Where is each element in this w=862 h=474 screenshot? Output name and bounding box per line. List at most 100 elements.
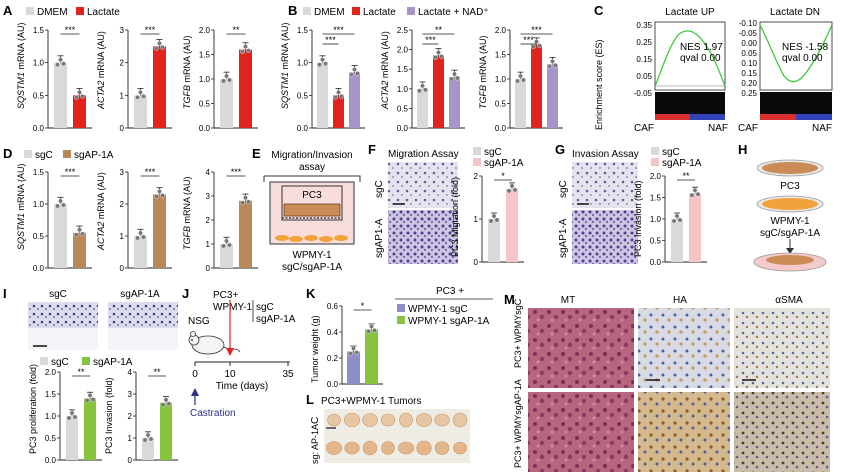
wpmy-cell <box>289 236 303 242</box>
gsea-dn-hits <box>760 92 832 114</box>
tumor <box>362 440 378 456</box>
data-point <box>145 432 151 438</box>
panel-j-line2: WPMY-1 <box>213 302 253 313</box>
timeline-xlabel: Time (days) <box>216 381 268 392</box>
significance-label: *** <box>325 35 336 45</box>
y-tick-label: 1.0 <box>33 200 45 209</box>
pc3-cell-layer <box>283 203 341 217</box>
data-point <box>135 94 140 100</box>
chart-a2: 0 1 2 3 *** ACTA2 mRNA (AU) <box>96 25 172 133</box>
bar <box>689 193 701 262</box>
tumor <box>327 413 341 427</box>
legend-swatch-sgap1a <box>397 316 405 324</box>
y-tick-label: 1.0 <box>650 215 662 224</box>
y-tick-label: 0.0 <box>327 380 339 389</box>
data-point <box>58 57 63 63</box>
data-point <box>55 62 60 68</box>
legend-label-dmem: DMEM <box>37 7 68 18</box>
chart-b1: 0.0 0.5 1.0 1.5 ****** SQSTM1 mRNA (AU) <box>280 22 365 133</box>
data-point <box>333 94 338 100</box>
panel-i-col-label-sgc: sgC <box>49 289 67 300</box>
y-tick-label: 0.0 <box>45 456 57 465</box>
panel-i-col-label-sgap1a: sgAP-1A <box>120 289 160 300</box>
significance-label: *** <box>425 35 436 45</box>
data-point <box>553 62 558 68</box>
legend-label-lactate-nad: Lactate + NAD⁺ <box>418 7 489 18</box>
gsea-dn-tick-5: 0.10 <box>741 59 757 68</box>
y-tick-label: 3 <box>120 26 125 35</box>
migration-image-sgap1a <box>388 210 458 264</box>
tumor <box>434 413 450 427</box>
tumor <box>434 441 450 455</box>
data-point <box>142 437 148 443</box>
wpmy-cell <box>304 235 318 241</box>
bar <box>365 329 378 384</box>
y-axis-label: PC3 Invasion (fold) <box>104 377 114 454</box>
gsea-up-frame <box>654 21 726 91</box>
y-tick-label: 2 <box>120 200 125 209</box>
data-point <box>354 350 359 355</box>
legend-swatch-lactate-nad <box>407 7 415 15</box>
legend-swatch-sgc <box>651 147 659 155</box>
panel-d-legend: sgC sgAP-1A <box>24 150 114 161</box>
bar <box>349 72 360 128</box>
y-tick-label: 1.5 <box>33 26 45 35</box>
panel-a-legend: DMEM Lactate <box>26 7 120 18</box>
panel-b-legend: DMEM Lactate Lactate + NAD⁺ <box>303 7 489 18</box>
bar <box>142 438 154 460</box>
y-tick-label: 0.5 <box>397 104 409 113</box>
gsea-up-hits <box>655 92 725 114</box>
gsea-dn-right-label: NAF <box>812 123 832 134</box>
data-point <box>154 193 159 199</box>
y-tick-label: 0.0 <box>199 124 211 133</box>
panel-letter-a: A <box>3 3 13 18</box>
data-point <box>369 323 374 329</box>
data-point <box>74 232 79 238</box>
y-tick-label: 3 <box>206 192 211 201</box>
significance-label: ** <box>682 171 690 181</box>
y-tick-label: 0.0 <box>650 258 662 267</box>
data-point <box>420 83 425 89</box>
bar <box>220 79 233 128</box>
panel-letter-d: D <box>3 146 12 161</box>
y-tick-label: 1.0 <box>495 75 507 84</box>
panel-f: Migration Assay sgC sgAP-1A sgC sgAP1-A … <box>374 147 524 267</box>
y-axis-label: ACTA2 mRNA (AU) <box>96 172 106 251</box>
transwell-insert <box>281 185 343 221</box>
data-point <box>227 242 232 248</box>
panel-m-row-sgap1a: PC3+ WPMYsgAP-1A <box>513 379 523 468</box>
y-tick-label: 1.5 <box>297 26 309 35</box>
chart-d2: 0 1 2 3 *** ACTA2 mRNA (AU) <box>96 167 172 273</box>
y-tick-label: 1.5 <box>33 168 45 177</box>
ihc-image-mt-sgc <box>528 308 634 388</box>
bar <box>671 219 683 262</box>
y-axis-label: TGFB mRNA (AU) <box>478 35 488 109</box>
data-point <box>352 67 357 72</box>
data-point <box>317 62 322 68</box>
data-point <box>452 71 457 77</box>
chart-f: 0 1 2 * PC3 Migration (fold) <box>450 171 524 267</box>
y-axis-label: SQSTM1 mRNA (AU) <box>16 163 26 250</box>
y-axis-label: ACTA2 mRNA (AU) <box>96 31 106 110</box>
data-point <box>138 230 143 236</box>
panel-e-bottom-1: WPMY-1 <box>292 250 332 261</box>
legend-swatch-sgc <box>473 147 481 155</box>
panel-j: PC3+ WPMY-1 sgC sgAP-1A NSG 0 10 35 Time… <box>188 290 296 419</box>
y-tick-label: 0.0 <box>297 124 309 133</box>
data-point <box>455 75 460 81</box>
data-point <box>55 203 60 209</box>
data-point <box>157 40 162 46</box>
tumor <box>415 413 432 427</box>
timeline-tick-label-35: 35 <box>282 369 294 380</box>
y-tick-label: 0 <box>120 124 125 133</box>
data-point <box>531 44 536 50</box>
y-axis-label: PC3 Migration (fold) <box>450 177 460 257</box>
migration-row-label-sgc: sgC <box>374 180 385 198</box>
gsea-dn-frame <box>759 21 833 91</box>
transwell-rim <box>263 175 361 182</box>
gsea-dn-qval: qval 0.00 <box>782 53 823 64</box>
y-tick-label: 0.5 <box>33 91 45 100</box>
ihc-image-sma-sgap1a <box>734 392 830 472</box>
panel-letter-j: J <box>182 286 189 301</box>
legend-label-sgc: sgC <box>51 357 69 368</box>
